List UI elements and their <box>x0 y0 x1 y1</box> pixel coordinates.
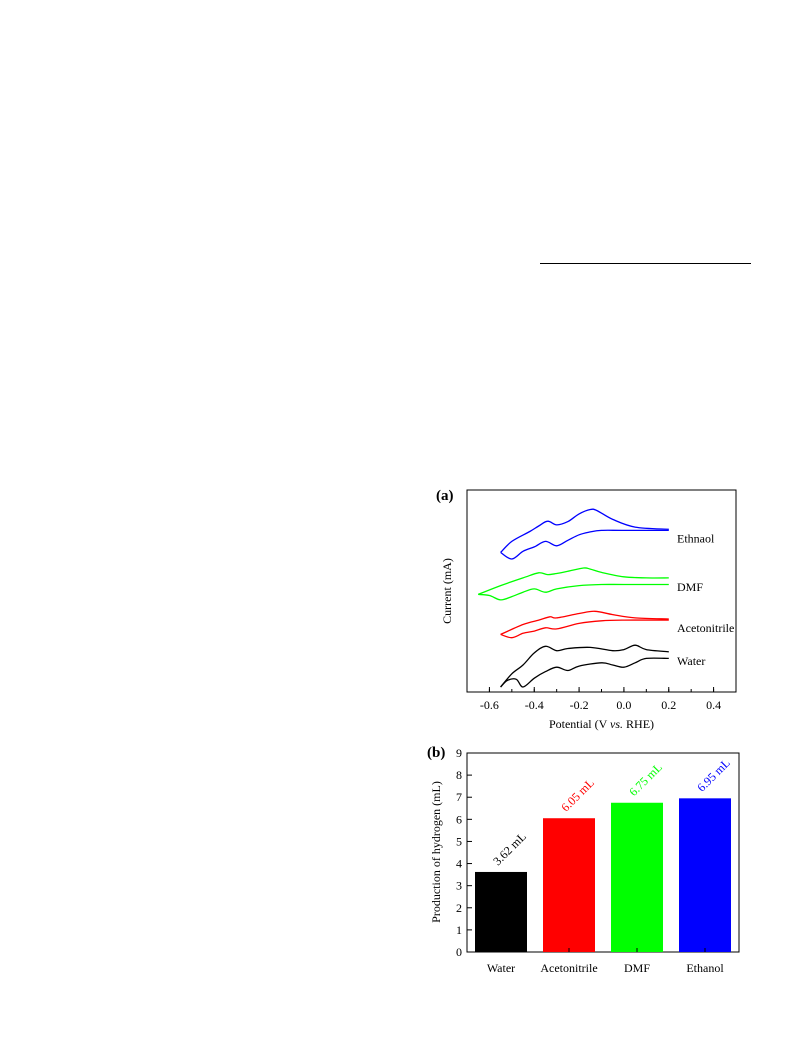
cv-curve-water-upper <box>500 644 669 688</box>
x-category-label-water: Water <box>487 961 515 975</box>
x-axis-label-part: RHE) <box>623 717 654 731</box>
y-tick-label-b: 3 <box>456 879 462 893</box>
cv-curve-ethnaol-upper <box>500 508 669 553</box>
panel-a-label: (a) <box>436 488 454 504</box>
y-tick-label-b: 8 <box>456 768 462 782</box>
x-category-label-acetonitrile: Acetonitrile <box>540 961 597 975</box>
x-tick-label-a: 0.0 <box>616 698 631 712</box>
cv-curve-acetonitrile-lower <box>500 619 669 639</box>
bar-water <box>475 871 527 952</box>
x-axis-label-a: Potential (V vs. RHE) <box>549 717 654 731</box>
y-axis-label-b: Production of hydrogen (mL) <box>429 781 443 923</box>
series-label-water: Water <box>677 654 705 668</box>
y-tick-label-b: 2 <box>456 901 462 915</box>
plot-b-frame <box>466 752 740 953</box>
cv-curve-acetonitrile-upper <box>500 610 669 635</box>
y-tick-label-b: 1 <box>456 923 462 937</box>
y-tick-label-b: 0 <box>456 945 462 959</box>
y-tick-label-b: 6 <box>456 812 462 826</box>
y-tick-label-b: 9 <box>456 746 462 760</box>
cv-curve-dmf-lower <box>478 583 669 601</box>
bar-value-label-acetonitrile: 6.05 mL <box>558 776 597 815</box>
cv-curve-dmf-upper <box>477 567 669 596</box>
header-rule <box>540 263 751 264</box>
series-label-ethnaol: Ethnaol <box>677 531 715 545</box>
y-tick-label-b: 5 <box>456 834 462 848</box>
panel-b-label: (b) <box>427 745 445 761</box>
x-tick-label-a: 0.2 <box>661 698 676 712</box>
series-label-dmf: DMF <box>677 580 703 594</box>
y-axis-label-a: Current (mA) <box>440 558 454 624</box>
x-tick-label-a: -0.6 <box>480 698 499 712</box>
bar-value-label-ethanol: 6.95 mL <box>694 756 733 795</box>
series-label-acetonitrile: Acetonitrile <box>677 621 734 635</box>
x-tick-label-a: 0.4 <box>706 698 721 712</box>
x-axis-label-part: vs. <box>610 717 623 731</box>
bar-acetonitrile <box>543 818 595 952</box>
cv-curve-water-lower <box>500 657 669 688</box>
cv-curve-ethnaol-lower <box>500 529 669 560</box>
y-tick-label-b: 4 <box>456 857 462 871</box>
bar-dmf <box>611 802 663 952</box>
x-axis-label-part: Potential (V <box>549 717 610 731</box>
y-tick-label-b: 7 <box>456 790 462 804</box>
x-tick-label-a: -0.4 <box>525 698 544 712</box>
x-category-label-ethanol: Ethanol <box>686 961 724 975</box>
bar-ethanol <box>679 798 731 952</box>
x-tick-label-a: -0.2 <box>570 698 589 712</box>
x-category-label-dmf: DMF <box>624 961 650 975</box>
bar-value-label-water: 3.62 mL <box>490 829 529 868</box>
bar-value-label-dmf: 6.75 mL <box>626 760 665 799</box>
